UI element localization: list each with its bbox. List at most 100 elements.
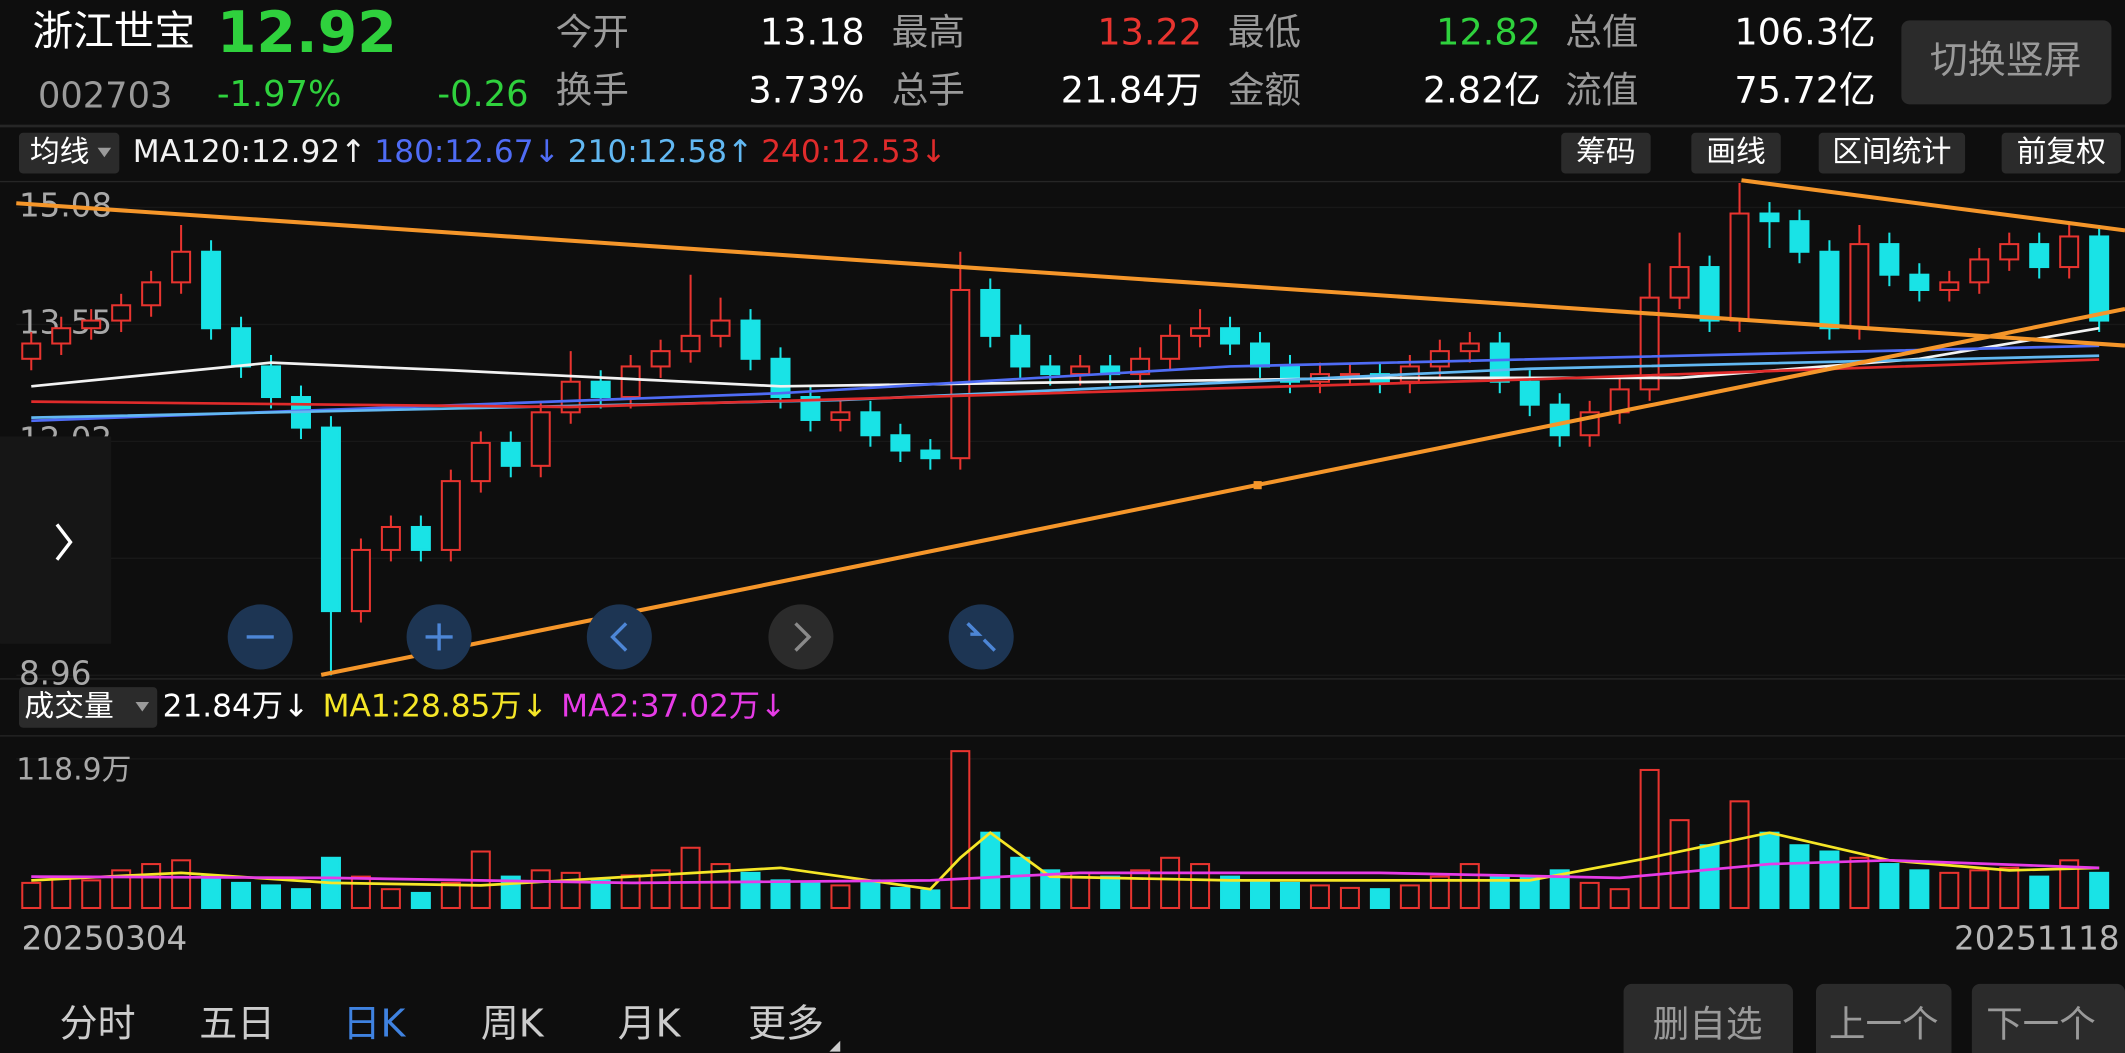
volume-bar bbox=[590, 879, 611, 910]
bottom-button[interactable] bbox=[1971, 983, 2125, 1053]
volume-select[interactable] bbox=[18, 687, 158, 728]
volume-bar bbox=[1130, 869, 1151, 910]
volume-bar bbox=[1699, 844, 1720, 910]
tool-button[interactable] bbox=[1818, 132, 1966, 174]
tool-button[interactable] bbox=[1691, 132, 1781, 174]
volume-chart: 118.9万 bbox=[16, 750, 2125, 910]
bottom-button-label: 下一个 bbox=[1986, 1002, 2096, 1045]
volume-bar bbox=[440, 881, 461, 910]
stat-label: 总手 bbox=[892, 69, 965, 112]
candle-body bbox=[350, 548, 371, 613]
candle-body bbox=[261, 365, 282, 399]
tab[interactable]: 分时 bbox=[60, 1001, 136, 1045]
move-right[interactable] bbox=[768, 604, 834, 670]
dropdown-icon bbox=[97, 147, 112, 158]
indicator-label: 均线 bbox=[30, 135, 90, 170]
indicator-select[interactable] bbox=[18, 132, 120, 174]
tabs: 分时 五日 日K 周K 月K 更多 bbox=[60, 1001, 824, 1045]
candle-body bbox=[1519, 380, 1540, 406]
volume-bar bbox=[1369, 888, 1390, 910]
switch-button[interactable] bbox=[1901, 20, 2112, 105]
tab[interactable]: 日K bbox=[343, 1001, 407, 1045]
tab[interactable]: 月K bbox=[618, 1001, 682, 1045]
candle-body bbox=[1999, 243, 2020, 261]
candle-body bbox=[1909, 273, 1930, 292]
volume-bar bbox=[1429, 875, 1450, 910]
tool-button[interactable] bbox=[1561, 132, 1651, 174]
move-left[interactable] bbox=[586, 604, 652, 670]
stat-value: 13.18 bbox=[760, 10, 865, 53]
volume-legend: MA1:28.85万↓ bbox=[323, 688, 548, 724]
candle-body bbox=[1819, 250, 1840, 330]
tool-button[interactable] bbox=[2001, 132, 2121, 174]
candle-body bbox=[800, 396, 821, 421]
volume-bar bbox=[111, 869, 132, 910]
y-tick-label: 8.96 bbox=[19, 654, 91, 692]
tab[interactable]: 周K bbox=[481, 1001, 545, 1045]
volume-bar bbox=[980, 831, 1001, 910]
candle-body bbox=[2059, 235, 2080, 269]
volume-bar bbox=[1309, 884, 1330, 910]
volume-legend: MA2:37.02万↓ bbox=[561, 688, 786, 724]
tab[interactable]: 更多 bbox=[748, 1001, 824, 1045]
bottom-button[interactable] bbox=[1816, 983, 1952, 1053]
ma-legend: 180:12.67↓ bbox=[374, 134, 559, 170]
candle-body bbox=[380, 525, 401, 551]
expand-icon bbox=[55, 523, 73, 561]
stat-label: 流值 bbox=[1565, 69, 1638, 112]
tab[interactable]: 五日 bbox=[199, 1001, 275, 1045]
candle-body bbox=[21, 342, 42, 360]
left-icon bbox=[610, 622, 628, 652]
candle-body bbox=[920, 449, 941, 460]
volume-bar bbox=[81, 879, 102, 910]
volume-bar bbox=[2059, 859, 2080, 910]
stat-label: 换手 bbox=[556, 69, 629, 112]
trendline bbox=[16, 201, 2125, 348]
stock-name: 浙江世宝 bbox=[33, 7, 196, 55]
volume-bar bbox=[1789, 844, 1810, 910]
volume-bar bbox=[1100, 875, 1121, 910]
candle-body bbox=[1070, 365, 1091, 376]
volume-bar bbox=[1459, 863, 1480, 910]
stat-label: 今开 bbox=[556, 10, 629, 53]
candle-body bbox=[201, 250, 222, 330]
trendline-handle bbox=[1253, 481, 1262, 490]
candle-body bbox=[1250, 342, 1271, 368]
volume-bar bbox=[1879, 863, 1900, 910]
volume-bar bbox=[1010, 856, 1031, 910]
candle-body bbox=[1459, 342, 1480, 353]
side-panel[interactable] bbox=[0, 436, 112, 644]
volume-bar bbox=[350, 875, 371, 910]
compress-icon bbox=[966, 622, 980, 636]
bottom-button[interactable] bbox=[1623, 983, 1793, 1053]
volume-bar bbox=[950, 750, 971, 910]
stat-label: 总值 bbox=[1565, 10, 1638, 53]
reset[interactable] bbox=[948, 604, 1014, 670]
volume-bar bbox=[1250, 879, 1271, 910]
volume-bar bbox=[2089, 871, 2110, 910]
volume-bar bbox=[920, 889, 941, 910]
compress-icon bbox=[982, 638, 996, 652]
tool-label: 前复权 bbox=[2017, 135, 2106, 170]
volume-bar bbox=[1819, 850, 1840, 910]
volume-bar bbox=[1609, 888, 1630, 910]
volume-bar bbox=[1549, 869, 1570, 910]
candle-body bbox=[1849, 243, 1870, 330]
stat-value: 2.82亿 bbox=[1423, 69, 1541, 112]
volume-bar bbox=[560, 871, 581, 910]
change-pct: -1.97% bbox=[217, 74, 342, 115]
volume-label: 成交量 bbox=[24, 689, 113, 724]
candle-body bbox=[1429, 350, 1450, 368]
tool-label: 区间统计 bbox=[1832, 135, 1951, 170]
candle-body bbox=[1489, 342, 1510, 383]
stat-label: 最低 bbox=[1228, 10, 1301, 53]
candle-body bbox=[650, 350, 671, 368]
bottom-button-label: 删自选 bbox=[1653, 1002, 1763, 1045]
candle-body bbox=[680, 334, 701, 353]
stat-label: 金额 bbox=[1228, 69, 1301, 112]
volume-bar bbox=[1999, 866, 2020, 910]
candle-body bbox=[2029, 243, 2050, 269]
volume-bar bbox=[380, 888, 401, 910]
volume-bar bbox=[860, 879, 881, 910]
